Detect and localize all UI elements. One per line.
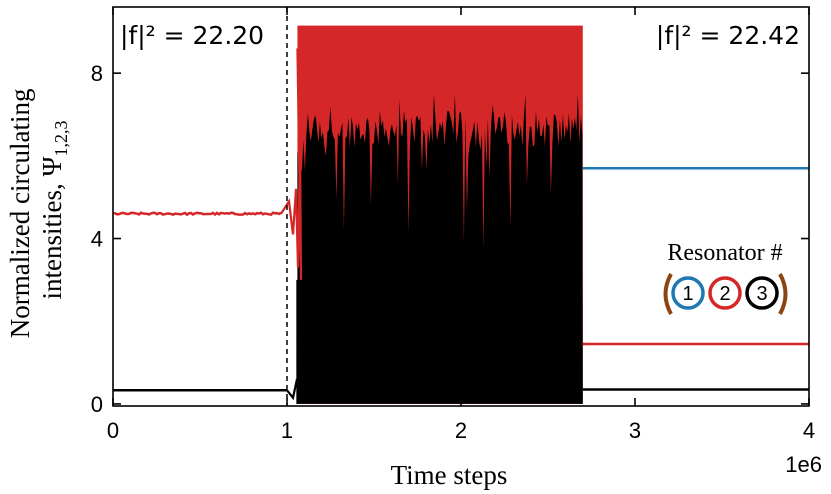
resonator-1-icon (671, 276, 705, 310)
y-axis-label-line1: Normalized circulating (5, 89, 35, 339)
x-axis-label: Time steps (391, 460, 508, 490)
left-mirror-icon (663, 273, 673, 315)
right-mirror-icon (778, 273, 788, 315)
series-3-transient (286, 279, 303, 404)
legend-title: Resonator # (667, 240, 782, 266)
data-layer (113, 25, 809, 404)
y-axis-label-line2: intensities, Ψ1,2,3 (37, 121, 71, 300)
resonator-3-label: 3 (756, 283, 767, 305)
annotation-left: |f|² = 22.20 (120, 21, 264, 50)
legend: Resonator # 1 2 3 (663, 240, 788, 315)
x-tick-label: 3 (629, 418, 641, 443)
x-tick-label: 1 (281, 418, 293, 443)
x-tick-label: 2 (455, 418, 467, 443)
x-tick-label: 4 (803, 418, 815, 443)
resonator-3-icon (745, 276, 779, 310)
axes-layer: 0 1 2 3 4 0 4 8 (91, 7, 815, 443)
resonator-2-icon (708, 276, 742, 310)
x-offset-label: 1e6 (785, 452, 822, 477)
y-axis-label: Normalized circulating intensities, Ψ1,2… (5, 82, 71, 338)
resonator-1-label: 1 (682, 283, 693, 305)
y-tick-label: 0 (91, 392, 103, 417)
series-3-oscillation-region (297, 93, 583, 404)
y-tick-label: 8 (91, 61, 103, 86)
x-tick-label: 0 (107, 418, 119, 443)
y-tick-label: 4 (91, 227, 103, 252)
y-axis-label-subscript: 1,2,3 (51, 121, 71, 157)
series-2-pre-switch-line (113, 211, 282, 217)
resonator-2-label: 2 (719, 283, 730, 305)
series-2-transient (280, 48, 303, 280)
annotation-right: |f|² = 22.42 (656, 21, 800, 50)
